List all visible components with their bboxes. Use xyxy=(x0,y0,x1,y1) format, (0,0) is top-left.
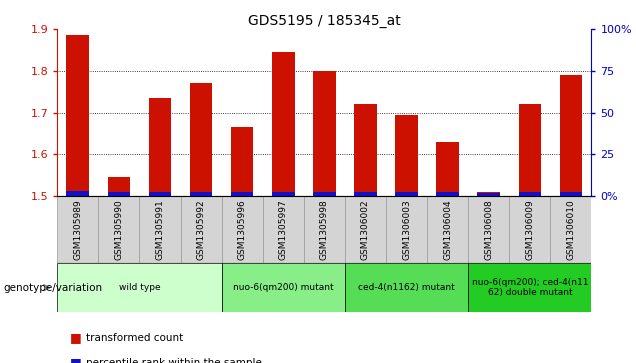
Text: GSM1305996: GSM1305996 xyxy=(238,199,247,260)
Bar xyxy=(181,196,221,263)
Bar xyxy=(478,192,500,196)
Text: GSM1306002: GSM1306002 xyxy=(361,199,370,260)
Bar xyxy=(272,192,294,196)
Bar xyxy=(478,193,500,196)
Bar xyxy=(190,192,212,196)
Bar xyxy=(560,75,582,196)
Text: GSM1306009: GSM1306009 xyxy=(525,199,534,260)
Bar xyxy=(345,263,468,312)
Text: GSM1305990: GSM1305990 xyxy=(114,199,123,260)
Text: GSM1305992: GSM1305992 xyxy=(197,199,205,260)
Bar xyxy=(386,196,427,263)
Text: ced-4(n1162) mutant: ced-4(n1162) mutant xyxy=(358,283,455,292)
Bar xyxy=(304,196,345,263)
Text: nuo-6(qm200) mutant: nuo-6(qm200) mutant xyxy=(233,283,333,292)
Bar xyxy=(57,263,221,312)
Bar xyxy=(107,192,130,196)
Bar xyxy=(560,192,582,196)
Bar xyxy=(518,192,541,196)
Bar xyxy=(436,192,459,196)
Bar xyxy=(263,196,304,263)
Bar xyxy=(67,191,89,196)
Text: ■: ■ xyxy=(70,331,81,344)
Bar xyxy=(395,192,418,196)
Bar xyxy=(231,192,254,196)
Text: GSM1305998: GSM1305998 xyxy=(320,199,329,260)
Bar xyxy=(354,104,377,196)
Text: transformed count: transformed count xyxy=(86,333,183,343)
Text: wild type: wild type xyxy=(119,283,160,292)
Bar xyxy=(67,35,89,196)
Text: GSM1305991: GSM1305991 xyxy=(155,199,165,260)
Text: percentile rank within the sample: percentile rank within the sample xyxy=(86,358,262,363)
Bar xyxy=(468,263,591,312)
Bar xyxy=(313,71,336,196)
Text: nuo-6(qm200); ced-4(n11
62) double mutant: nuo-6(qm200); ced-4(n11 62) double mutan… xyxy=(471,278,588,297)
Text: genotype/variation: genotype/variation xyxy=(3,283,102,293)
Bar xyxy=(272,52,294,196)
Bar xyxy=(221,263,345,312)
Bar xyxy=(221,196,263,263)
Bar xyxy=(509,196,550,263)
Text: GSM1306008: GSM1306008 xyxy=(484,199,494,260)
Bar xyxy=(149,98,171,196)
Text: GSM1305997: GSM1305997 xyxy=(279,199,287,260)
Text: GSM1306010: GSM1306010 xyxy=(567,199,576,260)
Bar xyxy=(354,192,377,196)
Bar xyxy=(149,192,171,196)
Bar xyxy=(468,196,509,263)
Bar xyxy=(550,196,591,263)
Bar xyxy=(107,177,130,196)
Bar xyxy=(139,196,181,263)
Bar xyxy=(231,127,254,196)
Text: GSM1306003: GSM1306003 xyxy=(402,199,411,260)
Bar xyxy=(427,196,468,263)
Text: ■: ■ xyxy=(70,356,81,363)
Bar xyxy=(57,196,99,263)
Bar xyxy=(395,115,418,196)
Text: GSM1306004: GSM1306004 xyxy=(443,199,452,260)
Bar xyxy=(518,104,541,196)
Bar xyxy=(313,192,336,196)
Bar xyxy=(436,142,459,196)
Title: GDS5195 / 185345_at: GDS5195 / 185345_at xyxy=(248,14,401,28)
Bar xyxy=(190,83,212,196)
Bar xyxy=(345,196,386,263)
Bar xyxy=(99,196,139,263)
Text: GSM1305989: GSM1305989 xyxy=(73,199,82,260)
